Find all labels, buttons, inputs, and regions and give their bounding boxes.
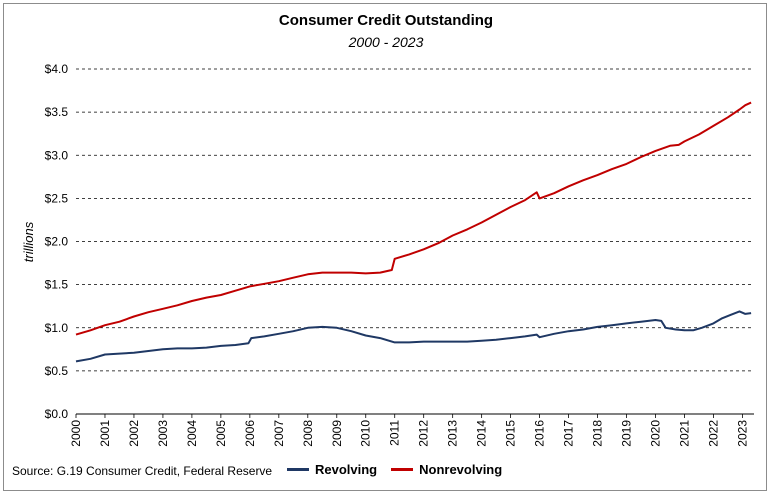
legend-item-nonrevolving: Nonrevolving [391, 462, 502, 477]
chart-title: Consumer Credit Outstanding [278, 12, 494, 29]
x-tick-label: 2007 [272, 420, 286, 447]
x-tick-label: 2009 [330, 420, 344, 447]
x-tick-label: 2003 [156, 420, 170, 447]
x-tick-label: 2022 [706, 420, 720, 447]
y-tick-label: $2.5 [45, 191, 69, 205]
x-tick-label: 2005 [214, 420, 228, 447]
x-tick-label: 2016 [533, 420, 547, 447]
x-tick-label: 2021 [677, 420, 691, 447]
x-tick-label: 2002 [127, 420, 141, 447]
legend-label-nonrevolving: Nonrevolving [419, 462, 503, 477]
source-note: Source: G.19 Consumer Credit, Federal Re… [12, 464, 273, 478]
x-tick-label: 2010 [359, 420, 373, 447]
x-tick-label: 2004 [185, 420, 199, 447]
x-tick-label: 2011 [388, 420, 402, 446]
y-tick-label: $1.0 [45, 321, 69, 335]
x-tick-label: 2001 [98, 420, 112, 447]
y-tick-label: $1.5 [45, 278, 69, 292]
x-tick-label: 2020 [648, 420, 662, 447]
x-tick-label: 2008 [301, 420, 315, 447]
x-tick-label: 2012 [417, 420, 431, 447]
x-tick-label: 2019 [620, 420, 634, 447]
y-tick-label: $2.0 [45, 235, 69, 249]
y-tick-label: $4.0 [45, 62, 69, 76]
y-axis-ticks: $0.0 $0.5 $1.0 $1.5 $2.0 $2.5 $3.0 $3.5 $4.0 [45, 62, 69, 421]
series-line-revolving [75, 310, 752, 363]
y-tick-label: $0.5 [45, 364, 69, 378]
x-tick-label: 2006 [243, 420, 257, 447]
y-tick-label: $3.0 [45, 148, 69, 162]
legend-item-revolving: Revolving [287, 462, 377, 477]
series-line-nonrevolving [75, 101, 752, 336]
x-axis-ticks: 2000 2001 2002 2003 2004 2005 2006 2007 2008 2009… [69, 414, 749, 447]
x-tick-label: 2015 [504, 420, 518, 447]
legend-swatch-revolving [287, 468, 309, 471]
gridlines [76, 68, 754, 415]
x-tick-label: 2000 [69, 420, 83, 447]
chart-subtitle: 2000 - 2023 [348, 34, 424, 50]
y-tick-label: $0.0 [45, 407, 69, 421]
legend-swatch-nonrevolving [391, 468, 414, 471]
legend: Revolving Nonrevolving [287, 462, 502, 477]
chart-frame [3, 3, 767, 491]
x-tick-label: 2013 [446, 420, 460, 447]
legend-label-revolving: Revolving [315, 462, 378, 477]
x-tick-label: 2023 [735, 420, 749, 447]
x-tick-label: 2018 [591, 420, 605, 447]
y-tick-label: $3.5 [45, 105, 69, 119]
x-tick-label: 2014 [475, 420, 489, 447]
x-tick-label: 2017 [562, 420, 576, 447]
y-axis-label: trillions [21, 221, 36, 262]
series-lines [75, 101, 752, 363]
